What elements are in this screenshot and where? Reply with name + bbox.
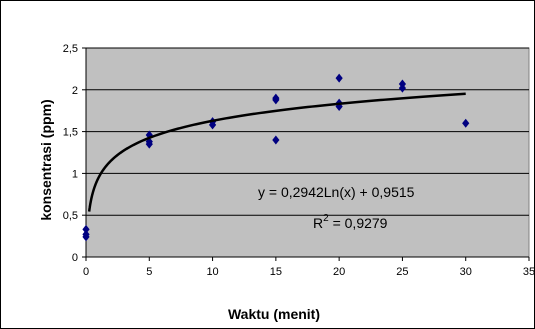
- x-tick-label: 35: [523, 266, 535, 278]
- data-point-marker: [462, 118, 470, 128]
- y-tick-label: 2: [72, 85, 78, 97]
- y-tick-label: 1: [72, 168, 78, 180]
- x-tick-label: 25: [396, 266, 408, 278]
- x-tick-label: 10: [206, 266, 218, 278]
- trendline-equation: y = 0,2942Ln(x) + 0,9515: [258, 184, 415, 200]
- gridlines: [86, 47, 529, 216]
- data-point-marker: [335, 73, 343, 83]
- y-axis-title: konsentrasi (ppm): [38, 99, 54, 220]
- data-point-marker: [82, 224, 90, 234]
- plot-background: [85, 47, 530, 258]
- trendline: [87, 92, 466, 212]
- y-tick-label: 2,5: [63, 43, 78, 55]
- x-tick-label: 0: [83, 266, 89, 278]
- x-tick-label: 20: [333, 266, 345, 278]
- r-squared-label: R2 = 0,9279: [313, 213, 388, 231]
- x-axis-ticks: 0 5 10 15 20 25 30 35: [83, 48, 535, 278]
- y-axis-ticks: 0 0,5 1 1,5 2 2,5: [63, 43, 86, 264]
- r-squared-letter: R: [313, 215, 323, 231]
- x-tick-label: 5: [146, 266, 152, 278]
- x-tick-label: 30: [460, 266, 472, 278]
- data-point-marker: [398, 79, 407, 89]
- x-tick-label: 15: [270, 266, 282, 278]
- y-tick-label: 0: [72, 252, 78, 264]
- data-point-marker: [272, 93, 280, 103]
- r-squared-superscript: 2: [323, 213, 329, 224]
- data-point-marker: [82, 229, 90, 239]
- data-point-marker: [272, 135, 280, 145]
- x-axis-title: Waktu (menit): [228, 306, 320, 322]
- y-tick-label: 1,5: [63, 127, 78, 139]
- r-squared-value: = 0,9279: [329, 215, 388, 231]
- y-tick-label: 0,5: [63, 210, 78, 222]
